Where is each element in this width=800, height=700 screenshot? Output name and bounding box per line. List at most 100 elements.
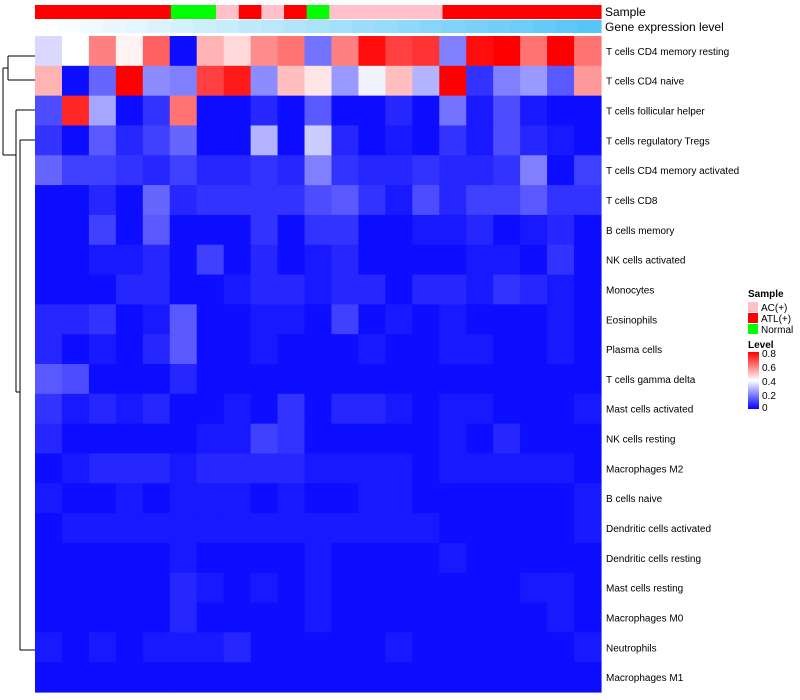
heatmap-cell [35,542,63,574]
heatmap-cell [88,244,117,276]
legend-swatch-normal [748,324,758,334]
heatmap-cell [304,244,333,276]
heatmap-cell [547,185,575,216]
heatmap-cell [358,36,386,67]
heatmap-cell [358,155,386,186]
heatmap-cell [304,334,333,365]
heatmap-cell [223,65,252,97]
heatmap-cell [88,185,117,216]
heatmap-cell [385,155,413,186]
heatmap-cell [223,244,252,276]
heatmap-cell [412,393,440,425]
heatmap-cell [115,65,144,97]
heatmap-cell [304,36,333,67]
heatmap-cell [142,483,171,514]
heatmap-cell [169,274,198,305]
heatmap-cell [35,304,63,335]
heatmap-cell [358,65,386,97]
heatmap-cell [142,214,171,246]
heatmap-cell [574,95,602,127]
heatmap-cell [520,214,548,246]
heatmap-cell [304,632,333,663]
heatmap-cell [547,602,575,633]
row-label: NK cells activated [606,256,685,267]
heatmap-cell [196,125,225,156]
heatmap-cell [115,125,144,156]
heatmap-cell [115,662,144,693]
heatmap-cell [88,423,117,455]
row-label: Macrophages M2 [606,464,684,475]
heatmap-cell [520,483,548,514]
heatmap-cell [547,214,575,246]
gene-expression-annotation-cell [35,20,59,33]
heatmap-cell [277,274,306,305]
heatmap-cell [250,572,279,604]
heatmap-cell [61,214,90,246]
gene-expression-annotation-cell [261,20,285,33]
heatmap-cell [385,274,413,305]
sample-annotation-cell [374,5,398,19]
heatmap-cell [439,393,467,425]
heatmap-cell [142,602,171,633]
heatmap-cell [277,572,306,604]
sample-annotation-cell [419,5,444,19]
heatmap-cell [88,542,117,574]
heatmap-cell [412,36,440,67]
heatmap-cell [574,185,602,216]
heatmap-cell [142,304,171,335]
heatmap-cell [547,155,575,186]
heatmap-cell [223,125,252,156]
sample-annotation-cell [148,5,172,19]
heatmap-cell [277,334,306,365]
heatmap-cell [574,483,602,514]
heatmap-cell [547,244,575,276]
heatmap-cell [223,423,252,455]
heatmap-cell [88,453,117,484]
legend-level-tick-0-4: 0.4 [762,377,776,388]
heatmap-cell [520,36,548,67]
heatmap-cell [385,453,413,484]
heatmap-cell [547,423,575,455]
heatmap-cell [277,304,306,335]
gene-expression-annotation-cell [284,20,308,33]
gene-expression-annotation-cell [306,20,330,33]
heatmap-cell [466,542,494,574]
heatmap-cell [142,513,171,544]
heatmap-cell [385,393,413,425]
heatmap-cell [35,155,63,186]
heatmap-cell [358,125,386,156]
heatmap-cell [35,632,63,663]
heatmap-cell [88,214,117,246]
heatmap-cell [493,334,521,365]
heatmap-cell [304,364,333,395]
heatmap-cell [196,334,225,365]
heatmap-cell [169,542,198,574]
heatmap-cell [35,572,63,604]
heatmap-cell [196,572,225,604]
row-label: T cells CD4 memory resting [606,47,729,58]
sample-annotation-cell [465,5,489,19]
heatmap-cell [115,572,144,604]
heatmap-cell [412,483,440,514]
gene-expression-annotation-cell [329,20,353,33]
heatmap-cell [574,662,602,693]
heatmap-cell [223,393,252,425]
heatmap-cell [358,393,386,425]
gene-expression-annotation-cell [238,20,262,33]
heatmap-cell [493,632,521,663]
heatmap-cell [385,95,413,127]
heatmap-cell [520,393,548,425]
heatmap-cell [331,274,360,305]
heatmap-cell [520,244,548,276]
heatmap-cell [61,185,90,216]
heatmap-cell [250,244,279,276]
heatmap-cell [466,274,494,305]
heatmap-cell [520,95,548,127]
heatmap-cell [223,602,252,633]
heatmap-cell [331,423,360,455]
heatmap-cell [493,214,521,246]
heatmap-cell [439,95,467,127]
heatmap-cell [277,542,306,574]
heatmap-cell [35,453,63,484]
gene-expression-annotation-cell [510,20,534,33]
